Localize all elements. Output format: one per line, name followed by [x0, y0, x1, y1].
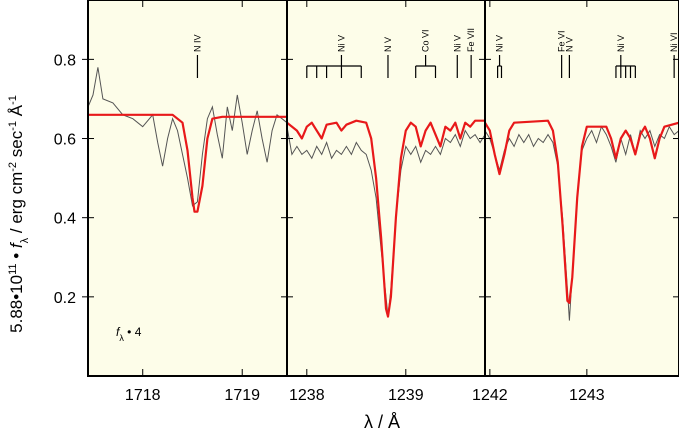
annot-rest: • 4	[124, 325, 142, 339]
y-tick-label: 0.2	[54, 290, 76, 307]
line-id-label: Co VI	[421, 29, 431, 52]
line-id-mark: Co VI	[415, 29, 437, 78]
y-tick-label: 0.4	[54, 211, 76, 228]
line-id-label: Ni V	[616, 35, 626, 52]
line-id-mark: Fe VII	[466, 28, 476, 78]
model-spectrum-line	[88, 113, 287, 213]
spectrum-panel: Ni V Fe VIN V Ni V Ni VI 1242 1243	[472, 0, 679, 404]
model-spectrum-line	[485, 119, 679, 304]
line-id-label: Ni VI	[669, 32, 679, 52]
line-id-label: Ni V	[452, 35, 462, 52]
line-id-mark: Ni V	[306, 35, 362, 78]
spectrum-panel: N IV 1718 1719	[87, 0, 288, 404]
panels-layer: N IV 1718 1719 Ni V N V Co VI Ni V Fe VII 1238 12…	[87, 0, 679, 404]
line-id-label: Fe VII	[466, 28, 476, 52]
line-id-mark: Ni V	[495, 35, 505, 78]
ylabel-units-sup3: -1	[7, 95, 19, 105]
ylabel-prefix: 5.88•10	[7, 275, 26, 333]
y-axis: 0.2 0.4 0.6 0.8	[54, 52, 88, 307]
line-id-label: Fe VI	[557, 30, 567, 52]
observed-spectrum-line	[88, 67, 287, 207]
panel-frame	[484, 0, 679, 377]
x-tick-label: 1239	[388, 387, 424, 404]
panel-background	[88, 0, 287, 376]
panel-background	[485, 0, 679, 376]
model-spectrum-line	[287, 119, 485, 318]
x-tick-label: 1718	[125, 387, 161, 404]
panel-background	[287, 0, 485, 376]
ylabel-units-sup1: -2	[7, 162, 19, 172]
annot-f: f	[116, 325, 121, 339]
ylabel-units-c: Å	[7, 104, 26, 121]
observed-spectrum-line	[287, 126, 485, 317]
x-tick-label: 1719	[224, 387, 260, 404]
annot-sub: λ	[119, 333, 124, 343]
line-id-mark: N V	[564, 37, 574, 78]
x-axis-label: λ / Å	[364, 412, 400, 432]
ylabel-units-b: sec	[7, 130, 26, 162]
ylabel-mid: •	[7, 248, 26, 263]
x-tick-label: 1243	[569, 387, 605, 404]
line-id-label: Ni V	[336, 35, 346, 52]
ylabel-units-a: / erg cm	[7, 172, 26, 238]
y-tick-label: 0.6	[54, 132, 76, 149]
ylabel-f: f	[7, 241, 26, 248]
line-id-mark: Ni V	[452, 35, 462, 78]
line-id-mark: Ni VI	[669, 32, 679, 78]
panel-plot-area	[287, 119, 485, 318]
line-id-mark: Fe VI	[557, 30, 567, 78]
x-tick-label: 1242	[472, 387, 508, 404]
line-id-mark: Ni V	[615, 35, 636, 78]
ylabel-f-sub: λ	[19, 237, 31, 243]
panel-plot-area	[88, 67, 287, 213]
line-id-label: Ni V	[495, 35, 505, 52]
spectrum-panel: Ni V N V Co VI Ni V Fe VII 1238 1239	[286, 0, 486, 404]
line-id-label: N V	[383, 37, 393, 52]
x-tick-label: 1238	[289, 387, 325, 404]
scale-annotation: fλ • 4	[116, 325, 142, 343]
ylabel-units-sup2: -1	[7, 121, 19, 131]
line-id-mark: N V	[383, 37, 393, 78]
panel-plot-area	[485, 119, 679, 321]
line-id-label: N IV	[192, 34, 202, 52]
y-tick-label: 0.8	[54, 52, 76, 69]
line-id-mark: N IV	[192, 34, 202, 78]
y-axis-label: 5.88•1011 • fλ / erg cm-2 sec-1 Å-1	[7, 95, 31, 333]
ylabel-prefix-sup: 11	[7, 263, 19, 274]
line-id-label: N V	[564, 37, 574, 52]
